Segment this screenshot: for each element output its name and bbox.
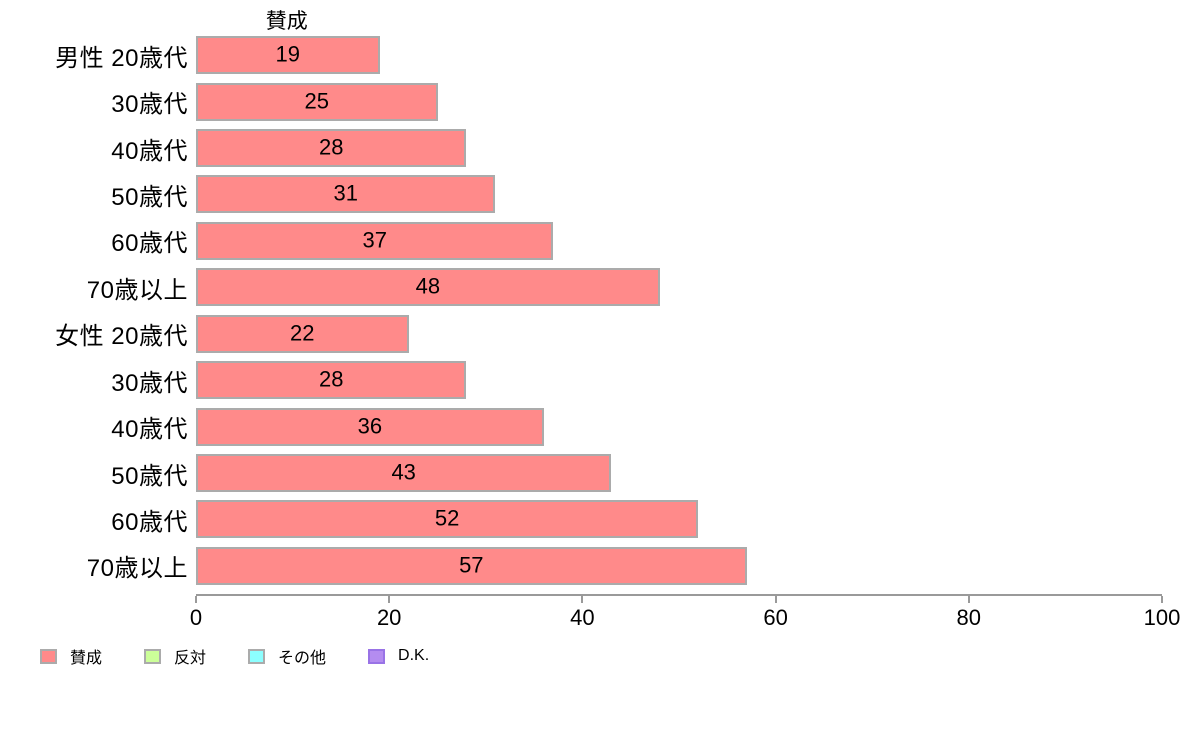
category-label: 40歳代 (111, 416, 188, 444)
chart-row: 30歳代 25 (0, 78, 1188, 124)
legend-swatch (144, 648, 162, 664)
bar-track: 36 (196, 407, 1162, 446)
tick-mark (388, 596, 391, 603)
category-label: 70歳以上 (86, 555, 188, 583)
legend-swatch (248, 648, 266, 664)
bar: 28 (196, 129, 467, 168)
legend-item: D.K. (368, 647, 429, 665)
chart-row: 女性 20歳代 22 (0, 311, 1188, 357)
legend-label: D.K. (398, 647, 430, 664)
chart-title: 賛成 (265, 10, 308, 33)
bar: 31 (196, 175, 496, 214)
tick-label: 0 (189, 605, 203, 630)
tick-mark (967, 596, 970, 603)
bar-track: 22 (196, 314, 1162, 353)
tick-label: 20 (376, 605, 402, 630)
chart-row: 60歳代 52 (0, 496, 1188, 542)
tick-label: 40 (570, 605, 595, 630)
bar-rows: 男性 20歳代 19 30歳代 25 40歳代 28 50歳代 31 60歳代 37 70歳以上 48… (0, 32, 1188, 589)
bar-track: 37 (196, 221, 1162, 260)
category-label: 女性 20歳代 (55, 323, 188, 351)
tick-mark (581, 596, 584, 603)
legend-item: その他 (248, 644, 326, 668)
bar-track: 19 (196, 36, 1162, 75)
bar: 19 (196, 36, 380, 75)
legend-swatch (368, 648, 386, 664)
bar-track: 28 (196, 129, 1162, 168)
chart-row: 30歳代 28 (0, 357, 1188, 403)
category-label: 50歳代 (111, 462, 188, 490)
bar-track: 43 (196, 454, 1162, 492)
legend-swatch (40, 648, 57, 664)
category-label: 30歳代 (111, 369, 188, 397)
bar-track: 52 (196, 500, 1162, 539)
legend-item: 賛成 (40, 644, 102, 668)
category-label: 40歳代 (111, 137, 188, 165)
chart-row: 40歳代 28 (0, 125, 1188, 171)
category-label: 70歳以上 (86, 276, 188, 304)
chart-row: 40歳代 36 (0, 403, 1188, 449)
bar-track: 31 (196, 175, 1162, 214)
tick-label: 80 (956, 605, 982, 630)
legend-label: 賛成 (70, 650, 103, 667)
bar: 52 (196, 500, 699, 539)
bar-value-label: 31 (333, 180, 358, 206)
category-label: 60歳代 (111, 508, 188, 536)
bar-value-label: 19 (275, 41, 300, 67)
bar-value-label: 22 (290, 320, 315, 346)
legend: 賛成 反対 その他 D.K. (40, 644, 429, 668)
category-label: 30歳代 (111, 91, 188, 119)
chart-row: 70歳以上 48 (0, 264, 1188, 310)
legend-item: 反対 (144, 644, 206, 668)
bar: 37 (196, 221, 554, 260)
bar-value-label: 43 (391, 459, 416, 485)
chart-row: 60歳代 37 (0, 218, 1188, 264)
bar-track: 48 (196, 268, 1162, 307)
bar-value-label: 52 (434, 505, 460, 531)
bar: 28 (196, 361, 467, 400)
tick-mark (1161, 596, 1163, 603)
chart-row: 男性 20歳代 19 (0, 32, 1188, 78)
bar-value-label: 57 (459, 552, 484, 578)
bar: 36 (196, 407, 544, 446)
bar-track: 25 (196, 82, 1162, 121)
bar-value-label: 25 (304, 88, 329, 114)
chart-title-area: 賛成 (196, 5, 1162, 33)
chart-row: 50歳代 31 (0, 171, 1188, 217)
legend-label: その他 (278, 650, 327, 667)
tick-label: 100 (1143, 605, 1181, 630)
tick-mark (195, 596, 197, 603)
chart-row: 50歳代 43 (0, 450, 1188, 496)
bar-value-label: 48 (415, 273, 441, 299)
bar: 57 (196, 546, 747, 585)
bar: 43 (196, 454, 612, 492)
bar: 48 (196, 268, 660, 307)
category-label: 60歳代 (111, 230, 188, 258)
tick-label: 60 (763, 605, 788, 630)
bar-value-label: 37 (362, 227, 387, 253)
x-axis: 0 20 40 60 80 100 (190, 594, 1180, 638)
category-label: 男性 20歳代 (55, 44, 188, 72)
tick-mark (774, 596, 777, 603)
bar-value-label: 36 (357, 413, 383, 439)
bar: 22 (196, 314, 409, 353)
bar: 25 (196, 82, 438, 121)
bar-value-label: 28 (318, 366, 344, 392)
chart-row: 70歳以上 57 (0, 543, 1188, 589)
bar-track: 57 (196, 546, 1162, 585)
legend-label: 反対 (174, 650, 207, 667)
category-label: 50歳代 (111, 183, 188, 211)
bar-value-label: 28 (318, 134, 344, 160)
bar-track: 28 (196, 361, 1162, 400)
